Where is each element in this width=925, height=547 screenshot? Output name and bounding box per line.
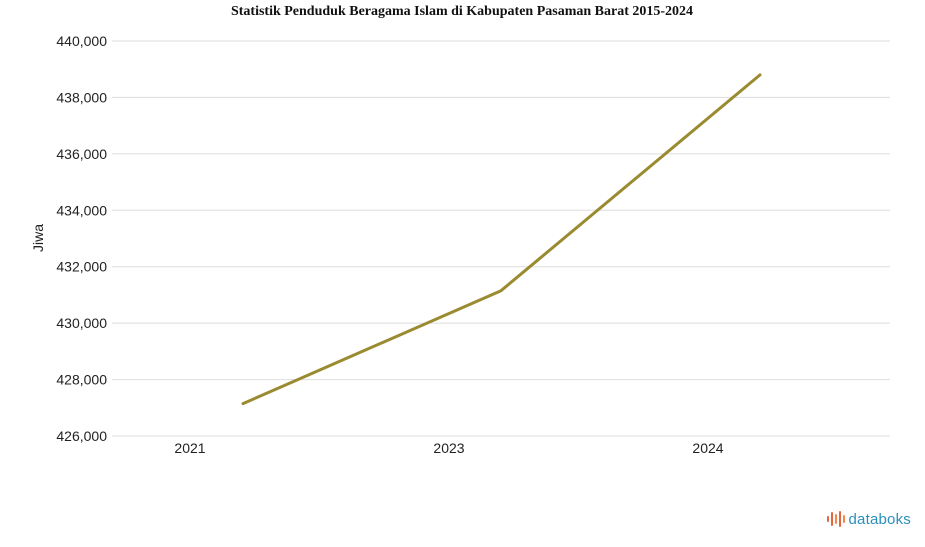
y-tick-label: 430,000 (56, 315, 107, 331)
y-tick-label: 426,000 (56, 428, 107, 444)
databoks-logo-icon (826, 511, 845, 527)
data-point[interactable] (237, 398, 249, 410)
data-point[interactable] (754, 69, 766, 81)
y-tick-label: 440,000 (56, 33, 107, 49)
y-tick-label: 432,000 (56, 259, 107, 275)
x-tick-label: 2021 (174, 440, 205, 456)
gridlines (112, 40, 890, 437)
data-point[interactable] (495, 285, 507, 297)
y-tick-label: 436,000 (56, 146, 107, 162)
y-tick-label: 434,000 (56, 202, 107, 218)
x-axis-ticks: 2021 2023 2024 (174, 440, 723, 456)
x-tick-label: 2023 (433, 440, 464, 456)
series-layer (237, 69, 766, 410)
y-axis-label: Jiwa (30, 224, 46, 252)
databoks-brand-text: databoks (848, 510, 911, 528)
databoks-brand[interactable]: databoks (826, 508, 911, 530)
series-line (241, 73, 762, 406)
y-tick-label: 438,000 (56, 89, 107, 105)
x-tick-label: 2024 (692, 440, 723, 456)
chart-title: Statistik Penduduk Beragama Islam di Kab… (231, 4, 693, 19)
y-tick-label: 428,000 (56, 372, 107, 388)
y-axis-ticks: 426,000 428,000 430,000 432,000 434,000 436,0… (56, 33, 107, 444)
